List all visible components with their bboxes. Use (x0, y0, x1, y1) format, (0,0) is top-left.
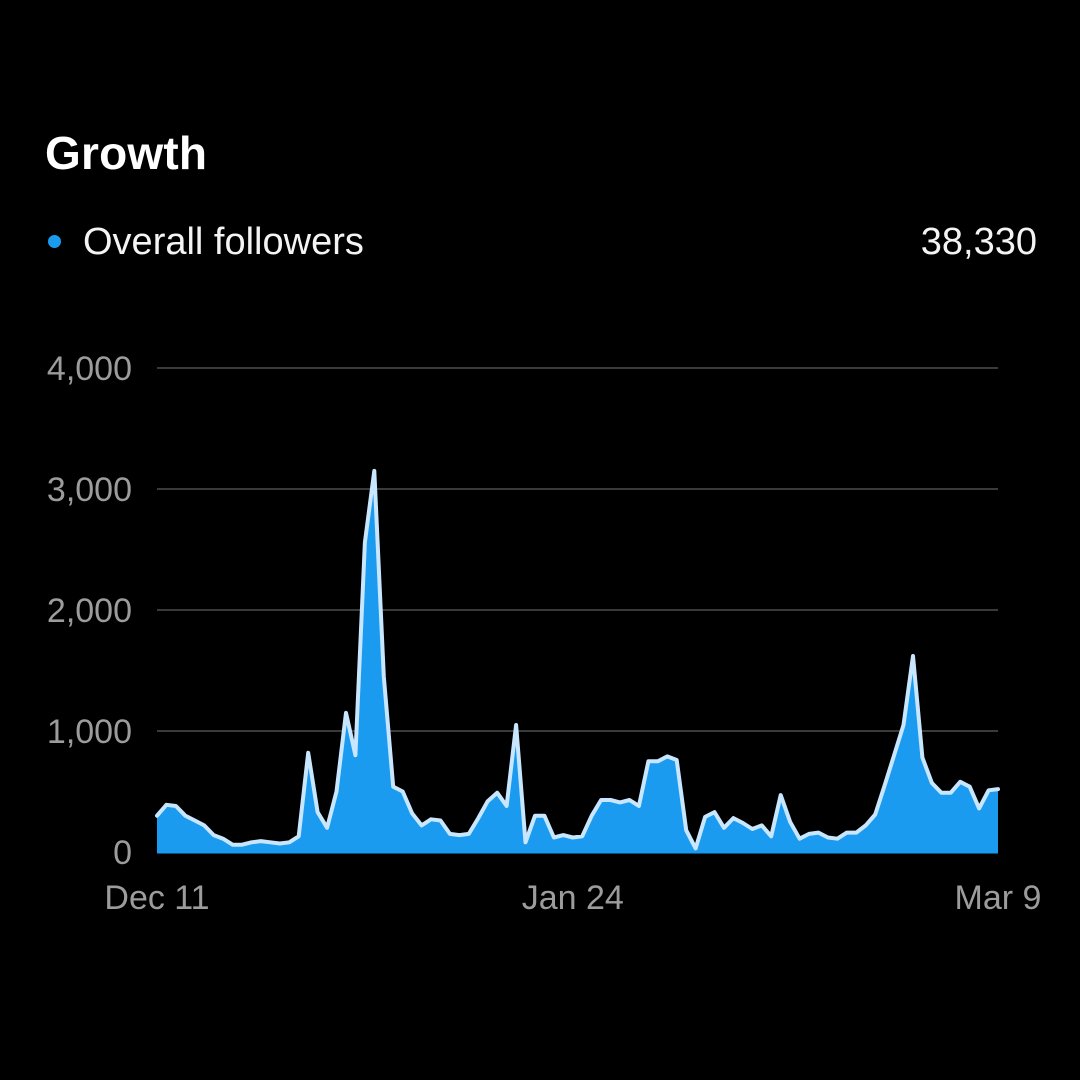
x-tick-label: Mar 9 (955, 879, 1042, 917)
y-tick-label: 0 (113, 834, 132, 872)
y-tick-label: 4,000 (47, 350, 132, 388)
grid-lines (157, 367, 998, 732)
page-title: Growth (45, 127, 208, 179)
x-tick-label: Jan 24 (522, 879, 624, 917)
legend-total: 38,330 (920, 221, 1037, 263)
legend: Overall followers 38,330 (45, 218, 1037, 266)
y-axis-ticks: 0 1,000 2,000 3,000 4,000 (47, 350, 132, 872)
y-tick-label: 1,000 (47, 713, 132, 751)
series-area (157, 470, 998, 852)
x-axis-ticks: Dec 11 Jan 24 Mar 9 (104, 879, 1041, 917)
y-tick-label: 3,000 (47, 471, 132, 509)
y-tick-label: 2,000 (47, 592, 132, 630)
series-line (155, 468, 1000, 851)
x-tick-label: Dec 11 (104, 879, 209, 917)
legend-dot-icon (48, 235, 61, 248)
series-layer (155, 468, 1000, 854)
legend-label: Overall followers (83, 221, 364, 263)
